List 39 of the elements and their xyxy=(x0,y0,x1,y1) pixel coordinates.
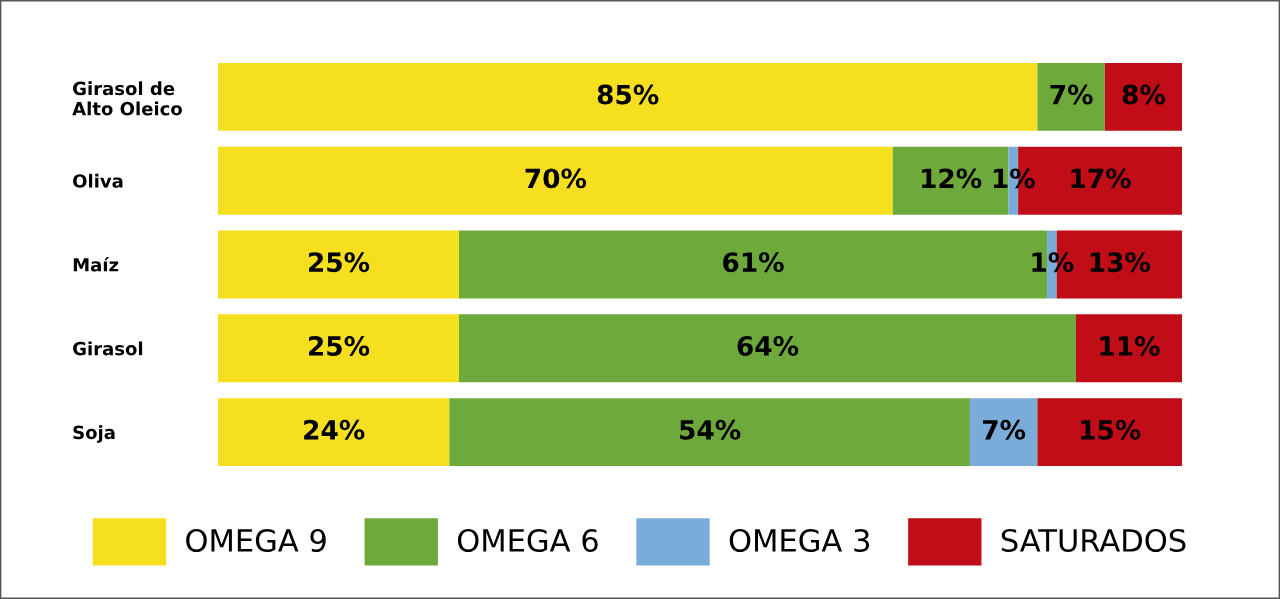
bar xyxy=(1037,62,1105,131)
data-label: 11% xyxy=(1100,336,1160,356)
legend-label: OMEGA 6 xyxy=(457,528,598,553)
data-label: 7% xyxy=(983,419,1026,440)
data-label: 25% xyxy=(309,336,370,356)
bar xyxy=(218,62,1038,131)
y-tick-label: Girasol xyxy=(73,341,143,356)
data-label: 13% xyxy=(1090,252,1151,273)
bar xyxy=(449,398,970,467)
data-label: 54% xyxy=(680,419,741,440)
data-label: 1% xyxy=(1032,252,1074,273)
data-label: 1% xyxy=(993,168,1035,189)
bar xyxy=(1075,314,1182,383)
bar xyxy=(1037,398,1182,467)
legend-label: SATURADOS xyxy=(1001,528,1186,553)
legend-label: OMEGA 3 xyxy=(729,528,870,553)
data-label: 24% xyxy=(304,419,365,440)
data-label: 8% xyxy=(1122,84,1165,105)
data-label: 85% xyxy=(597,84,659,105)
data-label: 7% xyxy=(1050,84,1093,105)
bar xyxy=(218,398,450,467)
data-label: 25% xyxy=(309,252,370,273)
y-tick-label: Soja xyxy=(73,425,115,443)
bar xyxy=(969,398,1038,467)
data-label: 64% xyxy=(737,336,799,356)
data-label: 70% xyxy=(525,168,587,189)
bar xyxy=(459,314,1076,383)
bar xyxy=(218,230,459,299)
y-tick-label: Maíz xyxy=(73,256,119,272)
y-tick-label: Oliva xyxy=(73,173,123,188)
data-label: 15% xyxy=(1081,419,1141,440)
bar xyxy=(218,314,459,383)
data-label: 12% xyxy=(922,168,982,189)
data-label: 61% xyxy=(723,252,784,273)
legend-label: OMEGA 9 xyxy=(186,528,326,553)
y-tick-label: Girasol de Alto Oleico xyxy=(72,81,182,116)
data-label: 17% xyxy=(1071,168,1131,189)
bar xyxy=(1104,62,1182,131)
bar xyxy=(218,146,893,215)
